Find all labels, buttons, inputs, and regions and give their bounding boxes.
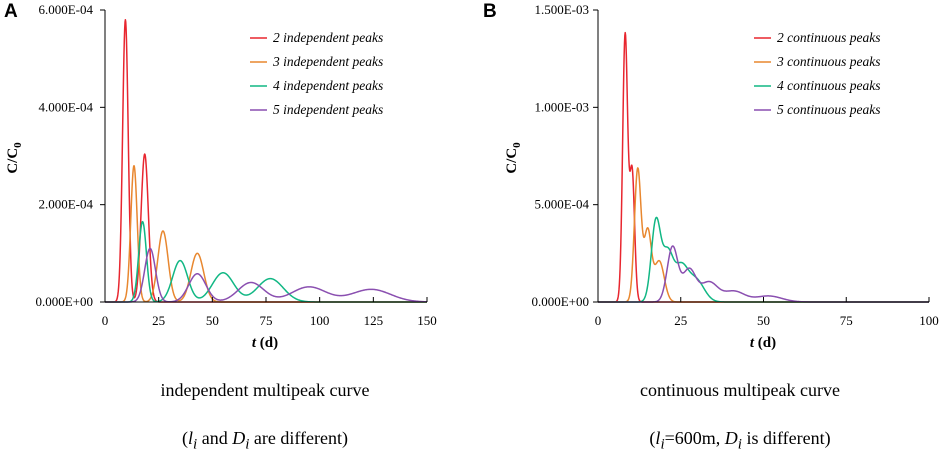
y-tick-label: 0.000E+00 <box>531 294 589 309</box>
panel-a-x-tick-labels: 0 25 50 75 100 125 150 <box>102 313 437 328</box>
x-tick-label: 25 <box>674 313 687 328</box>
y-tick-label: 0.000E+00 <box>35 294 93 309</box>
y-tick-label: 5.000E-04 <box>534 197 589 212</box>
y-tick-label: 1.000E-03 <box>534 99 589 114</box>
panel-a-letter: A <box>4 1 18 22</box>
x-tick-label: 150 <box>417 313 437 328</box>
panel-b: B 0.000E+00 5.000E-04 1.000E-03 1.500E-03 0… <box>483 1 939 351</box>
x-tick-label: 125 <box>364 313 384 328</box>
caption-b-title: continuous multipeak curve <box>640 380 840 400</box>
legend-label: 4 independent peaks <box>273 78 383 93</box>
x-tick-label: 75 <box>840 313 853 328</box>
caption-a-subtitle: (li and Di are different) <box>182 428 348 453</box>
legend-label: 2 continuous peaks <box>777 30 881 45</box>
panel-a-legend: 2 independent peaks 3 independent peaks 4 … <box>250 30 383 117</box>
x-tick-label: 0 <box>102 313 109 328</box>
x-tick-label: 50 <box>206 313 219 328</box>
panel-b-letter: B <box>483 1 497 22</box>
panel-b-curves <box>597 31 930 303</box>
panel-a-x-axis-title: t (d) <box>252 335 278 351</box>
legend-label: 3 continuous peaks <box>776 54 881 69</box>
legend-label: 4 continuous peaks <box>777 78 881 93</box>
caption-b-subtitle: (li=600m, Di is different) <box>649 428 831 453</box>
series-line-3-peaks <box>104 164 428 303</box>
panel-a-axes <box>100 9 428 303</box>
legend-label: 2 independent peaks <box>273 30 383 45</box>
panel-b-legend: 2 continuous peaks 3 continuous peaks 4 co… <box>754 30 881 117</box>
legend-label: 5 independent peaks <box>273 102 383 117</box>
series-line-5-peaks <box>597 245 930 303</box>
panel-a-y-axis-title: C/C0 <box>5 142 24 174</box>
panel-b-x-tick-labels: 0 25 50 75 100 <box>595 313 939 328</box>
y-tick-label: 2.000E-04 <box>38 197 93 212</box>
panel-a-y-tick-labels: 0.000E+00 2.000E-04 4.000E-04 6.000E-04 <box>35 2 93 309</box>
panel-b-x-axis-title: t (d) <box>750 335 776 351</box>
y-tick-label: 6.000E-04 <box>38 2 93 17</box>
y-tick-label: 4.000E-04 <box>38 99 93 114</box>
caption-a-title: independent multipeak curve <box>160 380 370 400</box>
legend-label: 3 independent peaks <box>272 54 383 69</box>
x-tick-label: 100 <box>310 313 330 328</box>
panel-b-y-tick-labels: 0.000E+00 5.000E-04 1.000E-03 1.500E-03 <box>531 2 589 309</box>
x-tick-label: 0 <box>595 313 602 328</box>
x-tick-label: 50 <box>757 313 770 328</box>
legend-label: 5 continuous peaks <box>777 102 881 117</box>
x-tick-label: 100 <box>919 313 939 328</box>
x-tick-label: 75 <box>260 313 273 328</box>
panel-b-y-axis-title: C/C0 <box>504 142 523 174</box>
panel-a: A 0.000E+00 2.000E-04 4.000E-04 6.000E-04 0… <box>4 1 437 351</box>
series-line-4-peaks <box>597 216 930 303</box>
panel-b-axes <box>593 9 930 303</box>
y-tick-label: 1.500E-03 <box>534 2 589 17</box>
series-line-5-peaks <box>104 247 428 303</box>
x-tick-label: 25 <box>152 313 165 328</box>
series-line-2-peaks <box>597 31 930 303</box>
